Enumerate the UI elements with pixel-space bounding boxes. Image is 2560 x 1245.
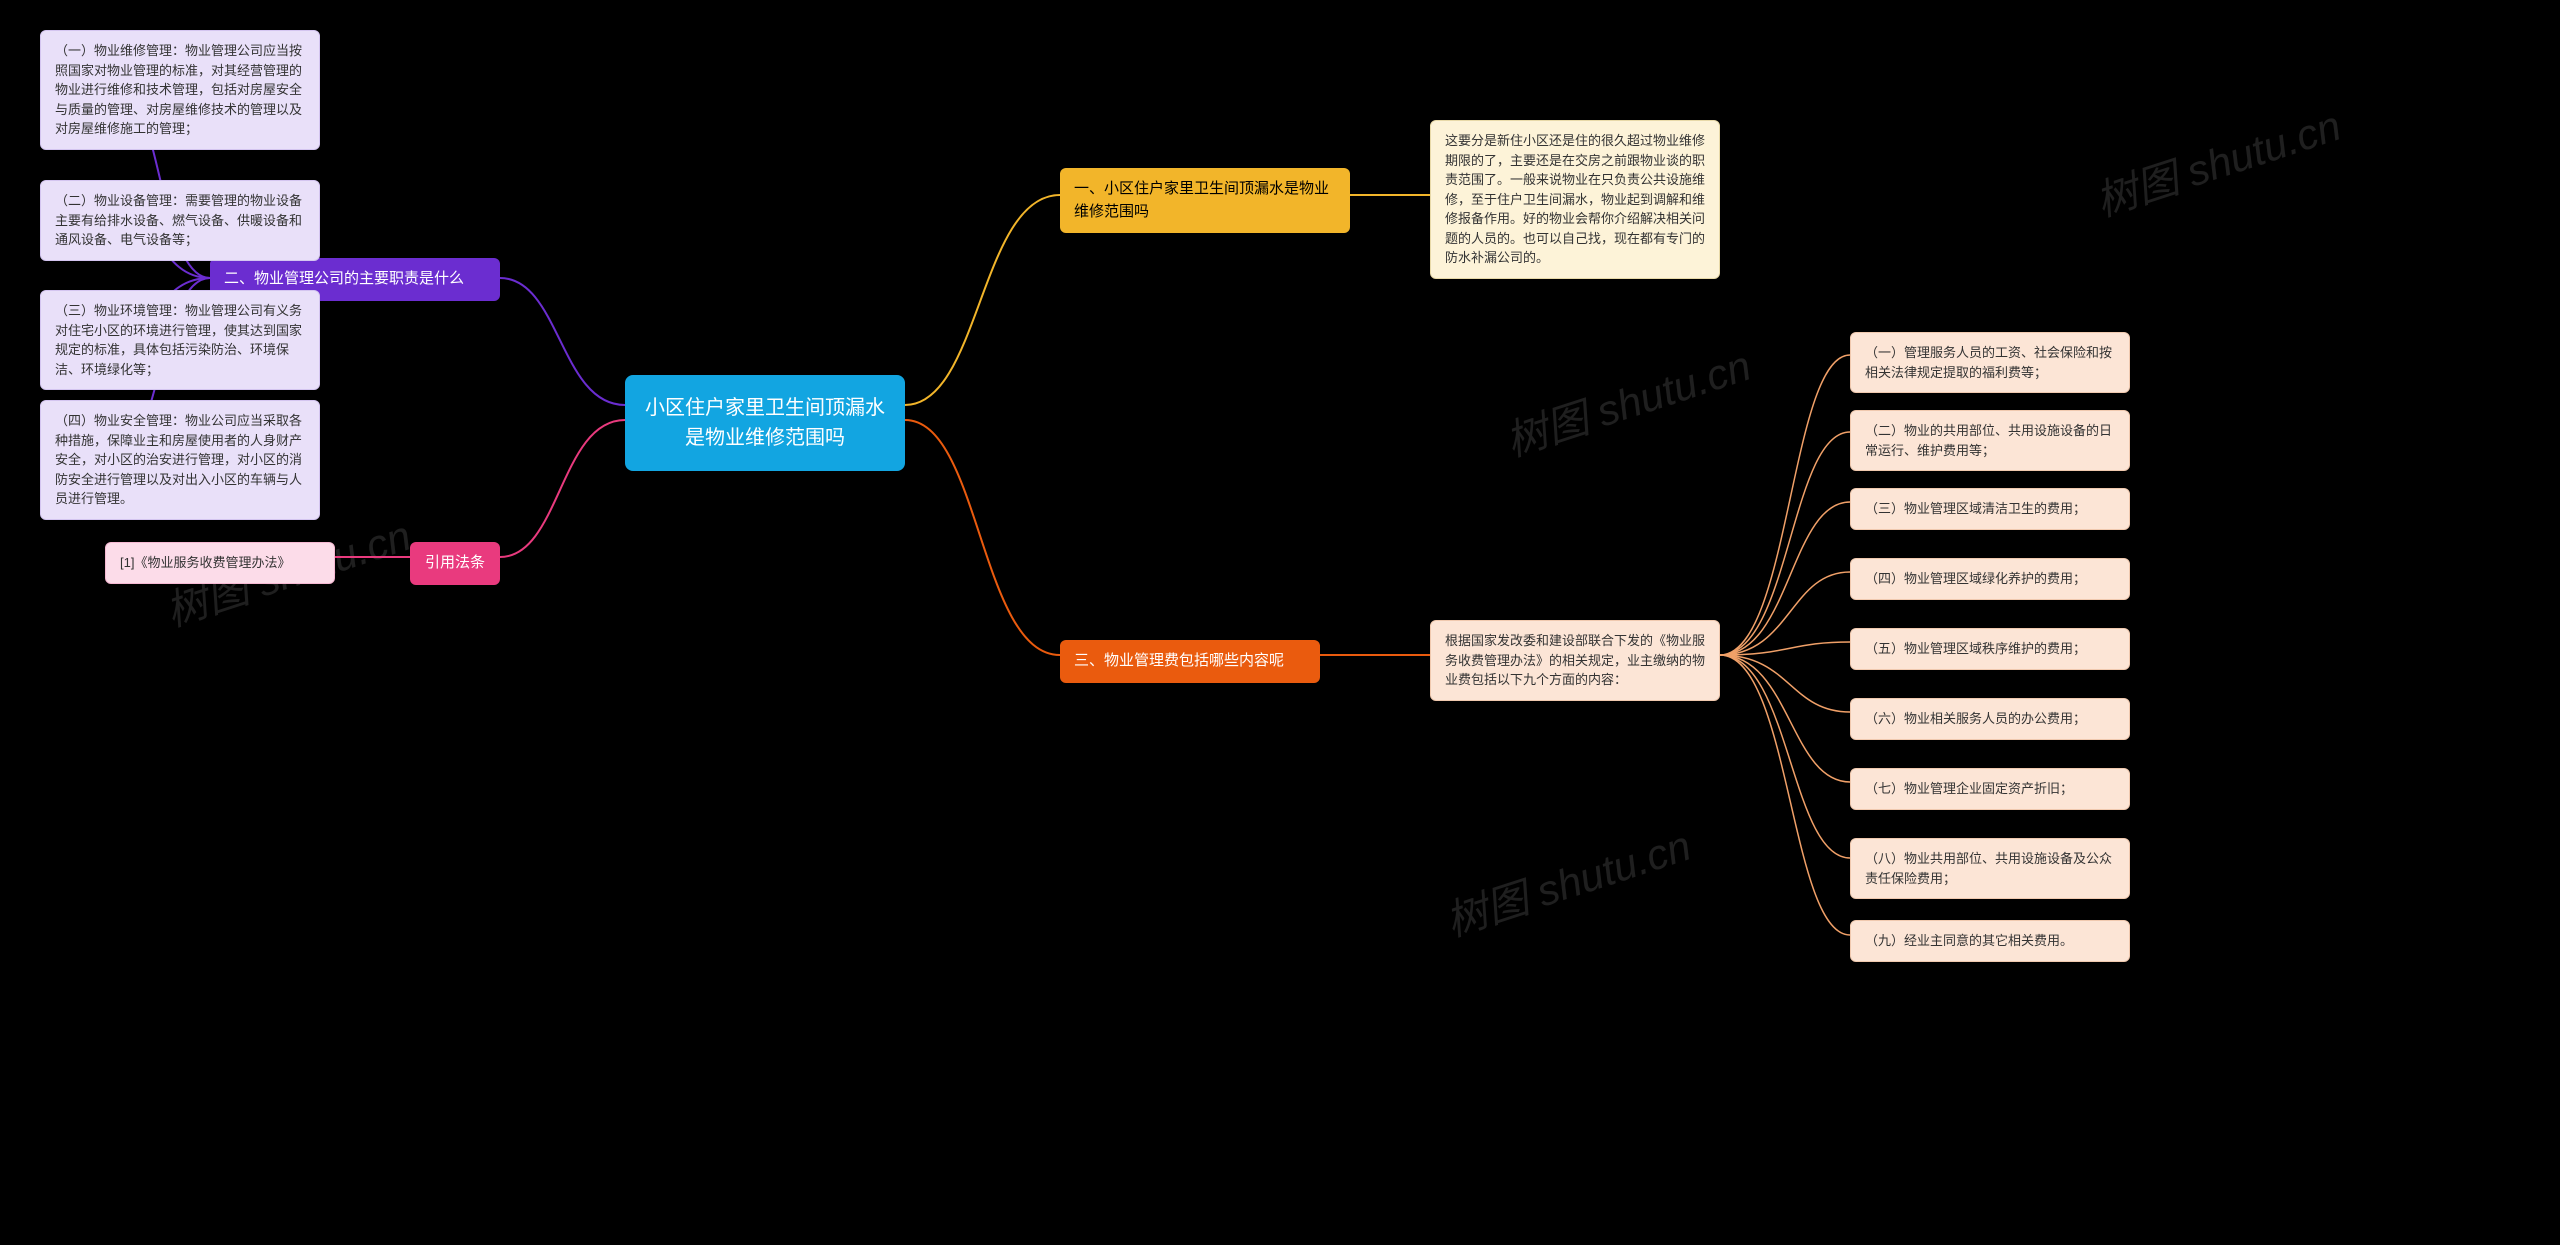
section-3-item-5: （五）物业管理区域秩序维护的费用； <box>1850 628 2130 670</box>
section-3-item-1: （一）管理服务人员的工资、社会保险和按相关法律规定提取的福利费等； <box>1850 332 2130 393</box>
law-reference-item: [1]《物业服务收费管理办法》 <box>105 542 335 584</box>
section-1-leaf: 这要分是新住小区还是住的很久超过物业维修期限的了，主要还是在交房之前跟物业谈的职… <box>1430 120 1720 279</box>
section-3-item-6: （六）物业相关服务人员的办公费用； <box>1850 698 2130 740</box>
law-reference-node[interactable]: 引用法条 <box>410 542 500 585</box>
section-3-item-7: （七）物业管理企业固定资产折旧； <box>1850 768 2130 810</box>
section-2-item-2: （二）物业设备管理：需要管理的物业设备主要有给排水设备、燃气设备、供暖设备和通风… <box>40 180 320 261</box>
section-2-item-3: （三）物业环境管理：物业管理公司有义务对住宅小区的环境进行管理，使其达到国家规定… <box>40 290 320 390</box>
watermark: 树图 shutu.cn <box>1497 332 1758 469</box>
section-3-item-8: （八）物业共用部位、共用设施设备及公众责任保险费用； <box>1850 838 2130 899</box>
section-3-item-2: （二）物业的共用部位、共用设施设备的日常运行、维护费用等； <box>1850 410 2130 471</box>
section-2-item-1: （一）物业维修管理：物业管理公司应当按照国家对物业管理的标准，对其经营管理的物业… <box>40 30 320 150</box>
section-2-item-4: （四）物业安全管理：物业公司应当采取各种措施，保障业主和房屋使用者的人身财产安全… <box>40 400 320 520</box>
watermark: 树图 shutu.cn <box>1437 812 1698 949</box>
section-3-node[interactable]: 三、物业管理费包括哪些内容呢 <box>1060 640 1320 683</box>
root-node[interactable]: 小区住户家里卫生间顶漏水是物业维修范围吗 <box>625 375 905 471</box>
section-3-item-4: （四）物业管理区域绿化养护的费用； <box>1850 558 2130 600</box>
section-3-item-3: （三）物业管理区域清洁卫生的费用； <box>1850 488 2130 530</box>
section-3-intro: 根据国家发改委和建设部联合下发的《物业服务收费管理办法》的相关规定，业主缴纳的物… <box>1430 620 1720 701</box>
section-3-item-9: （九）经业主同意的其它相关费用。 <box>1850 920 2130 962</box>
watermark: 树图 shutu.cn <box>2087 92 2348 229</box>
section-1-node[interactable]: 一、小区住户家里卫生间顶漏水是物业维修范围吗 <box>1060 168 1350 233</box>
